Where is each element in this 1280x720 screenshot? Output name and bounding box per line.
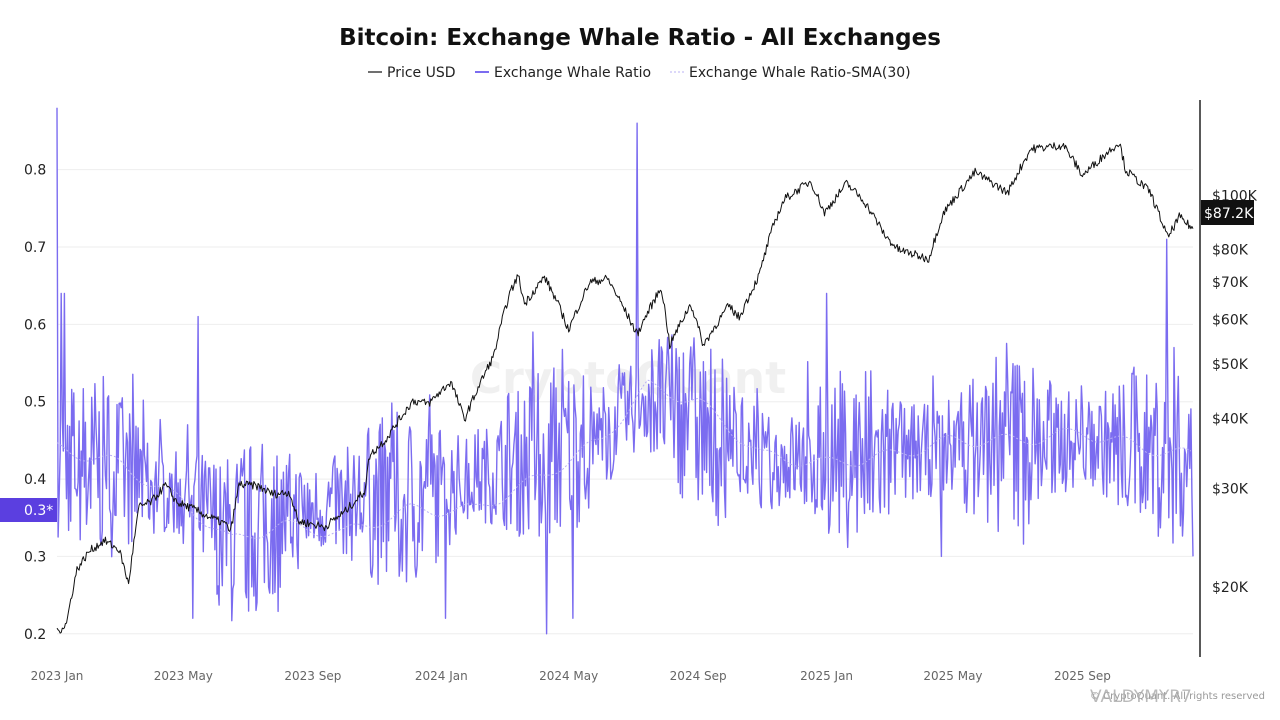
x-tick-label: 2025 Sep bbox=[1054, 669, 1111, 683]
price-last-badge: $87.2K bbox=[1201, 200, 1254, 225]
y-right-tick-label: $70K bbox=[1212, 275, 1249, 291]
x-tick-label: 2024 Sep bbox=[670, 669, 727, 683]
chart-title: Bitcoin: Exchange Whale Ratio - All Exch… bbox=[339, 25, 941, 51]
y-right-tick-label: $20K bbox=[1212, 580, 1249, 596]
legend-label-sma: Exchange Whale Ratio-SMA(30) bbox=[689, 65, 911, 81]
price-badge-label: $87.2K bbox=[1204, 206, 1254, 222]
y-axis-left: 0.2 0.3 0.4 0.5 0.6 0.7 0.8 bbox=[24, 163, 46, 643]
series-line-whale-ratio bbox=[56, 107, 1194, 635]
y-left-tick-label: 0.3 bbox=[24, 549, 46, 565]
series-line-price bbox=[56, 142, 1194, 634]
y-right-tick-label: $80K bbox=[1212, 243, 1249, 259]
x-tick-label: 2023 Jan bbox=[31, 669, 84, 683]
x-tick-label: 2024 Jan bbox=[415, 669, 468, 683]
legend-label-price: Price USD bbox=[387, 65, 456, 81]
whale-ratio-badge-label: 0.3* bbox=[24, 503, 53, 519]
y-left-tick-label: 0.4 bbox=[24, 472, 46, 488]
legend-item-sma[interactable]: Exchange Whale Ratio-SMA(30) bbox=[670, 65, 911, 81]
price-badge-bg bbox=[1201, 200, 1254, 225]
y-left-tick-label: 0.7 bbox=[24, 240, 46, 256]
y-axis-right: $20K$30K$40K$50K$60K$70K$80K$100K bbox=[1212, 188, 1258, 596]
x-tick-label: 2023 May bbox=[154, 669, 213, 683]
whale-ratio-last-badge: 0.3* bbox=[0, 498, 57, 522]
x-tick-label: 2025 Jan bbox=[800, 669, 853, 683]
whale-ratio-badge-bg bbox=[0, 498, 57, 522]
legend-label-whale-ratio: Exchange Whale Ratio bbox=[494, 65, 651, 81]
series-line-sma bbox=[56, 379, 1192, 539]
y-left-tick-label: 0.2 bbox=[24, 627, 46, 643]
y-left-tick-label: 0.5 bbox=[24, 395, 46, 411]
user-watermark: VALDYMYR7 bbox=[1090, 687, 1192, 707]
x-tick-label: 2023 Sep bbox=[284, 669, 341, 683]
x-tick-label: 2025 May bbox=[923, 669, 982, 683]
x-tick-label: 2024 May bbox=[539, 669, 598, 683]
y-right-tick-label: $30K bbox=[1212, 481, 1249, 497]
y-right-tick-label: $40K bbox=[1212, 411, 1249, 427]
copyright: © CryptoQuant. All rights reserved bbox=[1090, 691, 1265, 702]
y-right-tick-label: $60K bbox=[1212, 313, 1249, 329]
y-left-tick-label: 0.8 bbox=[24, 163, 46, 179]
y-right-tick-label: $50K bbox=[1212, 357, 1249, 373]
legend: Price USD Exchange Whale Ratio Exchange … bbox=[368, 65, 911, 81]
plot-area bbox=[56, 107, 1194, 635]
x-axis: 2023 Jan 2023 May 2023 Sep 2024 Jan 2024 May… bbox=[31, 669, 1111, 683]
legend-item-whale-ratio[interactable]: Exchange Whale Ratio bbox=[475, 65, 651, 81]
legend-item-price[interactable]: Price USD bbox=[368, 65, 456, 81]
y-left-tick-label: 0.6 bbox=[24, 317, 46, 333]
